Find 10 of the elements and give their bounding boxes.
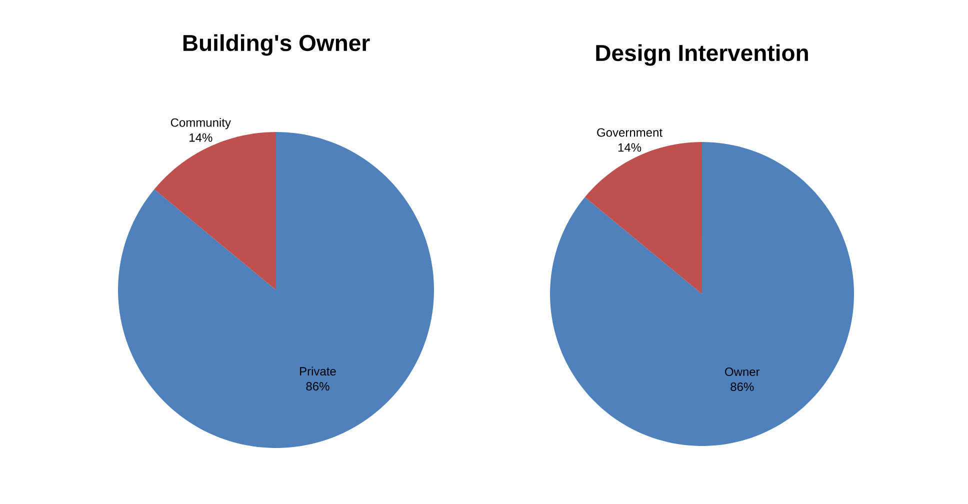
data-label: 14% bbox=[190, 133, 212, 142]
slice-label: Private bbox=[300, 366, 336, 376]
data-label: 14% bbox=[618, 143, 642, 152]
data-label: 86% bbox=[730, 382, 754, 392]
data-label: 86% bbox=[306, 382, 330, 391]
slice-label: Owner bbox=[725, 368, 760, 376]
chart-title: Building's Owner bbox=[183, 34, 370, 56]
chart-title: Design Intervention bbox=[596, 44, 808, 66]
slice-label: Community bbox=[170, 118, 231, 130]
slice-label: Government bbox=[597, 128, 662, 137]
